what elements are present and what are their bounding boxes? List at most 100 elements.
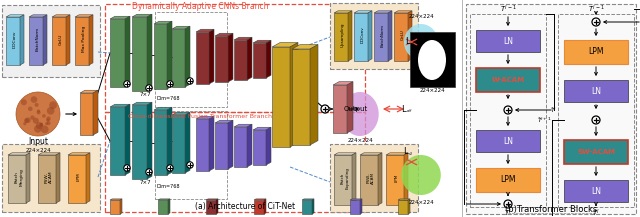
Polygon shape — [80, 93, 93, 135]
Polygon shape — [334, 153, 356, 155]
Text: LN: LN — [503, 36, 513, 46]
Polygon shape — [234, 127, 247, 167]
Polygon shape — [38, 153, 60, 155]
Polygon shape — [93, 90, 98, 135]
Polygon shape — [8, 155, 26, 203]
Circle shape — [24, 118, 29, 123]
Polygon shape — [398, 200, 408, 214]
Polygon shape — [29, 17, 43, 65]
Circle shape — [37, 109, 40, 113]
Circle shape — [42, 114, 45, 118]
Polygon shape — [388, 11, 392, 61]
Polygon shape — [154, 107, 172, 110]
Circle shape — [167, 81, 173, 87]
Polygon shape — [272, 43, 298, 47]
Polygon shape — [253, 127, 271, 130]
FancyBboxPatch shape — [330, 144, 418, 212]
Circle shape — [124, 81, 130, 87]
Polygon shape — [120, 199, 122, 214]
Circle shape — [187, 78, 193, 84]
Polygon shape — [228, 120, 233, 169]
Circle shape — [39, 123, 43, 127]
Text: LPM: LPM — [588, 48, 604, 56]
Polygon shape — [8, 153, 30, 155]
Text: Cross-dimensional Fusion Transformer Branch: Cross-dimensional Fusion Transformer Bra… — [128, 114, 272, 119]
FancyBboxPatch shape — [476, 68, 540, 92]
FancyBboxPatch shape — [2, 5, 100, 77]
Circle shape — [321, 105, 329, 113]
Polygon shape — [228, 33, 233, 82]
Circle shape — [146, 85, 152, 91]
Polygon shape — [75, 17, 89, 65]
Polygon shape — [196, 32, 209, 84]
Circle shape — [45, 122, 48, 125]
Text: LPM: LPM — [500, 176, 516, 184]
Polygon shape — [333, 85, 347, 133]
Polygon shape — [404, 153, 408, 205]
Text: $T^l$: $T^l$ — [592, 207, 600, 217]
Polygon shape — [333, 82, 353, 85]
Circle shape — [124, 165, 130, 171]
Polygon shape — [398, 199, 410, 200]
Polygon shape — [354, 13, 368, 61]
Text: Input: Input — [28, 138, 48, 146]
Polygon shape — [354, 11, 372, 13]
Polygon shape — [234, 124, 252, 127]
Text: LPM: LPM — [77, 173, 81, 181]
Polygon shape — [75, 15, 93, 17]
Text: LN: LN — [591, 186, 601, 196]
Polygon shape — [154, 24, 167, 89]
Polygon shape — [310, 45, 318, 145]
Circle shape — [35, 103, 38, 107]
Polygon shape — [386, 155, 404, 205]
Circle shape — [47, 121, 51, 125]
Polygon shape — [352, 153, 356, 205]
Text: Patch
Merging: Patch Merging — [15, 168, 23, 186]
Polygon shape — [110, 199, 122, 200]
Text: GeLU: GeLU — [59, 33, 63, 45]
Polygon shape — [80, 90, 98, 93]
Text: Dynamically Adaptive CNNs Branch: Dynamically Adaptive CNNs Branch — [132, 2, 268, 11]
Polygon shape — [125, 104, 130, 175]
Text: $_{s1}$: $_{s1}$ — [410, 40, 416, 48]
Polygon shape — [209, 116, 214, 171]
Polygon shape — [408, 11, 412, 61]
Polygon shape — [215, 120, 233, 123]
FancyBboxPatch shape — [2, 144, 100, 212]
Text: PSW-
ACAM: PSW- ACAM — [45, 171, 53, 183]
Text: L: L — [401, 105, 405, 113]
Circle shape — [592, 116, 600, 124]
Text: Dim=768: Dim=768 — [156, 97, 180, 102]
Circle shape — [146, 169, 152, 175]
Polygon shape — [110, 200, 120, 214]
Text: $T^{l-1}$: $T^{l-1}$ — [588, 3, 604, 15]
FancyBboxPatch shape — [564, 140, 628, 164]
Text: Dim=768: Dim=768 — [156, 184, 180, 189]
Text: DDConv: DDConv — [13, 30, 17, 48]
Polygon shape — [196, 116, 214, 119]
Text: SW-ACAM: SW-ACAM — [577, 149, 615, 155]
Circle shape — [30, 115, 35, 120]
Text: PSW-
ACAM: PSW- ACAM — [367, 172, 375, 184]
Polygon shape — [196, 29, 214, 32]
Polygon shape — [86, 153, 90, 203]
Polygon shape — [254, 199, 266, 200]
FancyBboxPatch shape — [476, 30, 540, 52]
Polygon shape — [185, 26, 190, 87]
Text: L: L — [404, 38, 410, 46]
Polygon shape — [404, 24, 438, 60]
Polygon shape — [132, 105, 147, 179]
Polygon shape — [110, 104, 130, 107]
Polygon shape — [334, 155, 352, 205]
Text: L: L — [403, 148, 407, 156]
Polygon shape — [368, 11, 372, 61]
Polygon shape — [154, 21, 172, 24]
Circle shape — [592, 18, 600, 26]
Circle shape — [47, 107, 54, 115]
Circle shape — [23, 122, 26, 125]
Polygon shape — [68, 153, 90, 155]
Polygon shape — [110, 16, 130, 19]
Polygon shape — [154, 110, 167, 175]
Polygon shape — [168, 199, 170, 214]
Circle shape — [31, 96, 37, 103]
